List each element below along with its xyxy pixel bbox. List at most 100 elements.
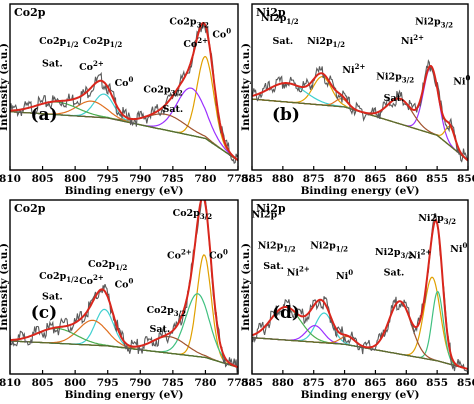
x-tick-label: 795 — [97, 173, 119, 185]
peak-annotation: Co0 — [115, 277, 134, 291]
panel-title: Ni2p — [256, 6, 286, 19]
panel-letter: (c) — [31, 303, 57, 323]
peak-annotation: Ni2+ — [401, 33, 424, 47]
x-axis-label: Binding energy (eV) — [301, 389, 420, 401]
axes-frame — [9, 199, 239, 375]
background-line — [10, 340, 238, 368]
x-tick-label: 775 — [227, 377, 249, 389]
peak-annotation: Ni2p3/2 — [375, 247, 413, 260]
raw-data-line — [10, 22, 238, 165]
x-tick-label: 860 — [395, 173, 417, 185]
peak-annotation: Ni2p3/2 — [418, 213, 456, 226]
x-tick-label: 875 — [303, 173, 325, 185]
peak-annotation: Co0 — [115, 75, 134, 89]
peak-annotation: Ni2p1/2 — [310, 240, 348, 253]
y-axis-label: Intensity (a.u.) — [240, 43, 252, 131]
x-tick-label: 805 — [32, 173, 54, 185]
peak-annotation: Sat. — [149, 324, 170, 335]
peak-annotation: Ni2p3/2 — [376, 72, 414, 85]
peak-annotation: Ni0 — [453, 74, 470, 88]
peak-annotation: Co2+ — [79, 59, 104, 73]
panel-a: 810 805 800 795 790 785 780 775 Binding energy (… — [0, 3, 249, 197]
peak-annotation: Ni0 — [450, 241, 467, 255]
plot-area — [252, 59, 468, 163]
x-axis-label: Binding energy (eV) — [65, 389, 184, 401]
x-tick-label: 885 — [241, 377, 263, 389]
x-tick-label: 865 — [364, 377, 386, 389]
peak-annotation: Sat. — [272, 36, 293, 47]
peak-annotation: Sat. — [263, 261, 284, 272]
y-axis-label: Intensity (a.u.) — [0, 243, 10, 331]
x-tick-label: 790 — [129, 377, 151, 389]
peak-annotation: Sat. — [162, 104, 183, 115]
peak-annotation: Ni2p1/2 — [258, 240, 296, 253]
raw-data-line — [252, 213, 468, 374]
panel-b: 885 880 875 870 865 860 855 850 Binding energy (… — [240, 3, 474, 197]
peak-annotation: Co2p1/2 — [83, 36, 123, 49]
fit-envelope-line — [252, 64, 468, 162]
x-tick-label: 850 — [457, 173, 474, 185]
peak-annotation: Co2+ — [79, 273, 104, 287]
plot-area — [10, 22, 238, 165]
x-tick-label: 875 — [303, 377, 325, 389]
x-tick-label: 850 — [457, 377, 474, 389]
panel-c: 810 805 800 795 790 785 780 775 Binding energy (… — [0, 199, 249, 401]
peak-component-1 — [252, 276, 468, 370]
panel-letter: (a) — [30, 105, 57, 125]
raw-data-line — [10, 200, 238, 374]
x-tick-label: 775 — [227, 173, 249, 185]
x-tick-label: 790 — [129, 173, 151, 185]
x-tick-label: 885 — [241, 173, 263, 185]
x-tick-label: 810 — [0, 173, 21, 185]
peak-annotation: Sat. — [42, 292, 63, 303]
peak-annotation: Co2+ — [167, 248, 192, 262]
y-axis-label: Intensity (a.u.) — [240, 243, 252, 331]
peak-annotation: Co2p3/2 — [143, 85, 183, 98]
background-line — [10, 111, 238, 162]
panel-title: Co2p — [14, 202, 46, 215]
x-tick-label: 870 — [334, 173, 356, 185]
x-tick-label: 860 — [395, 377, 417, 389]
peak-annotation: Co2p3/2 — [147, 305, 187, 318]
x-axis-label: Binding energy (eV) — [301, 185, 420, 197]
x-tick-label: 880 — [272, 377, 294, 389]
x-tick-label: 795 — [97, 377, 119, 389]
peak-annotation: Co2p1/2 — [39, 271, 79, 284]
peak-annotation: Sat. — [384, 93, 405, 104]
peak-annotation: Ni2p3/2 — [415, 16, 453, 29]
x-tick-label: 855 — [426, 173, 448, 185]
x-tick-label: 785 — [162, 377, 184, 389]
peak-annotation: Co2p1/2 — [39, 36, 79, 49]
axes-frame — [251, 199, 469, 375]
x-tick-label: 800 — [64, 377, 86, 389]
fit-envelope-line — [10, 200, 238, 369]
fit-envelope-line — [252, 218, 468, 370]
panel-title: Co2p — [14, 6, 46, 19]
panel-title: Ni2p — [256, 202, 286, 215]
peak-annotation: Ni2p1/2 — [307, 36, 345, 49]
x-tick-label: 855 — [426, 377, 448, 389]
peak-annotation: Co2p1/2 — [88, 259, 128, 272]
peak-annotation: Ni2+ — [287, 265, 310, 279]
peak-annotation: Ni2p1/2 — [261, 13, 299, 26]
peak-annotation: Co2+ — [183, 36, 208, 50]
x-tick-label: 780 — [194, 377, 216, 389]
plot-area — [10, 200, 238, 374]
y-axis-label: Intensity (a.u.) — [0, 43, 10, 131]
x-tick-label: 880 — [272, 173, 294, 185]
raw-data-line — [252, 59, 468, 163]
panel-d: 885 880 875 870 865 860 855 850 Binding energy (… — [240, 199, 474, 401]
peak-annotation: Sat. — [384, 268, 405, 279]
x-tick-label: 800 — [64, 173, 86, 185]
panel-letter: (d) — [272, 303, 300, 323]
peak-annotation: Sat. — [42, 59, 63, 70]
peak-annotation: Ni0 — [336, 268, 353, 282]
x-axis-label: Binding energy (eV) — [65, 185, 184, 197]
fit-envelope-line — [10, 22, 238, 162]
peak-annotation: Ni2p — [252, 210, 278, 221]
axes-frame — [251, 3, 469, 171]
x-tick-label: 810 — [0, 377, 21, 389]
panel-letter: (b) — [272, 105, 300, 125]
background-line — [252, 337, 468, 370]
